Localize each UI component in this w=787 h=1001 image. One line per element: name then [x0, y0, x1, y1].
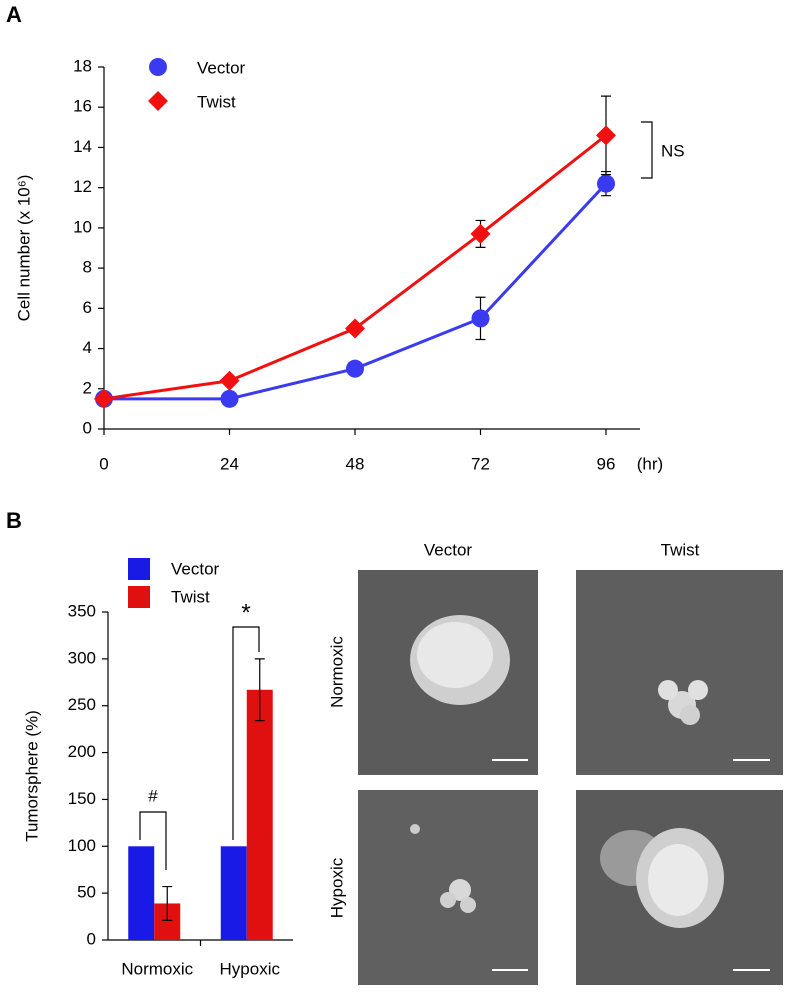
point — [219, 370, 240, 391]
bar — [220, 846, 247, 940]
y-tick-label: 12 — [73, 177, 92, 196]
y-axis-label: Tumorsphere (%) — [22, 710, 41, 842]
point — [596, 125, 616, 146]
x-tick-label: 24 — [220, 454, 239, 473]
y-tick-label: 0 — [83, 418, 92, 437]
error-bar — [254, 658, 265, 722]
bracket — [232, 626, 260, 840]
legend-label: Twist — [171, 587, 210, 606]
legend-swatch — [128, 558, 150, 580]
legend-marker — [148, 91, 168, 111]
y-tick-label: 18 — [73, 56, 92, 75]
y-axis-label: Cell number (x 10⁶) — [14, 175, 33, 322]
y-tick-label: 100 — [68, 836, 96, 855]
y-tick-label: 16 — [73, 97, 92, 116]
y-tick-label: 0 — [87, 929, 96, 948]
y-tick-label: 4 — [83, 338, 92, 357]
y-tick-label: 250 — [68, 695, 96, 714]
x-axis-label: (hr) — [637, 454, 663, 473]
micrograph — [576, 790, 783, 985]
point — [345, 318, 365, 339]
bar — [246, 689, 273, 940]
bracket — [641, 121, 653, 179]
y-tick-label: 200 — [68, 742, 96, 761]
point — [94, 388, 114, 409]
point — [597, 174, 615, 193]
micrograph — [576, 570, 783, 775]
annotation: NS — [661, 141, 685, 160]
x-tick-label: 48 — [346, 454, 365, 473]
y-tick-label: 300 — [68, 648, 96, 667]
point — [220, 389, 239, 408]
x-tick-label: 72 — [471, 454, 490, 473]
bracket — [139, 811, 167, 870]
point — [471, 309, 490, 328]
annotation: # — [148, 786, 158, 805]
legend-marker — [149, 58, 167, 76]
x-tick-label: Hypoxic — [220, 959, 281, 978]
y-tick-label: 10 — [73, 217, 92, 236]
y-tick-label: 2 — [83, 378, 92, 397]
annotation: * — [241, 599, 250, 626]
error-bar — [162, 885, 173, 921]
row-label: Normoxic — [327, 636, 346, 708]
bar — [128, 846, 155, 940]
y-tick-label: 150 — [68, 789, 96, 808]
column-label: Twist — [661, 540, 700, 559]
y-tick-label: 6 — [83, 298, 92, 317]
legend-swatch — [128, 586, 150, 608]
y-tick-label: 14 — [73, 137, 92, 156]
panel-label: A — [6, 2, 22, 27]
line — [103, 134, 607, 401]
micrograph — [358, 790, 538, 985]
column-label: Vector — [424, 540, 473, 559]
x-tick-label: 0 — [99, 454, 108, 473]
y-tick-label: 8 — [83, 258, 92, 277]
legend-label: Vector — [171, 559, 220, 578]
y-tick-label: 350 — [68, 601, 96, 620]
point — [346, 359, 364, 378]
micrograph — [358, 570, 538, 775]
y-tick-label: 50 — [77, 883, 96, 902]
x-tick-label: 96 — [597, 454, 616, 473]
legend-label: Vector — [197, 58, 246, 77]
point — [470, 223, 491, 244]
panel-label: B — [6, 508, 22, 533]
row-label: Hypoxic — [327, 857, 346, 918]
x-tick-label: Normoxic — [121, 959, 193, 978]
legend-label: Twist — [197, 92, 236, 111]
